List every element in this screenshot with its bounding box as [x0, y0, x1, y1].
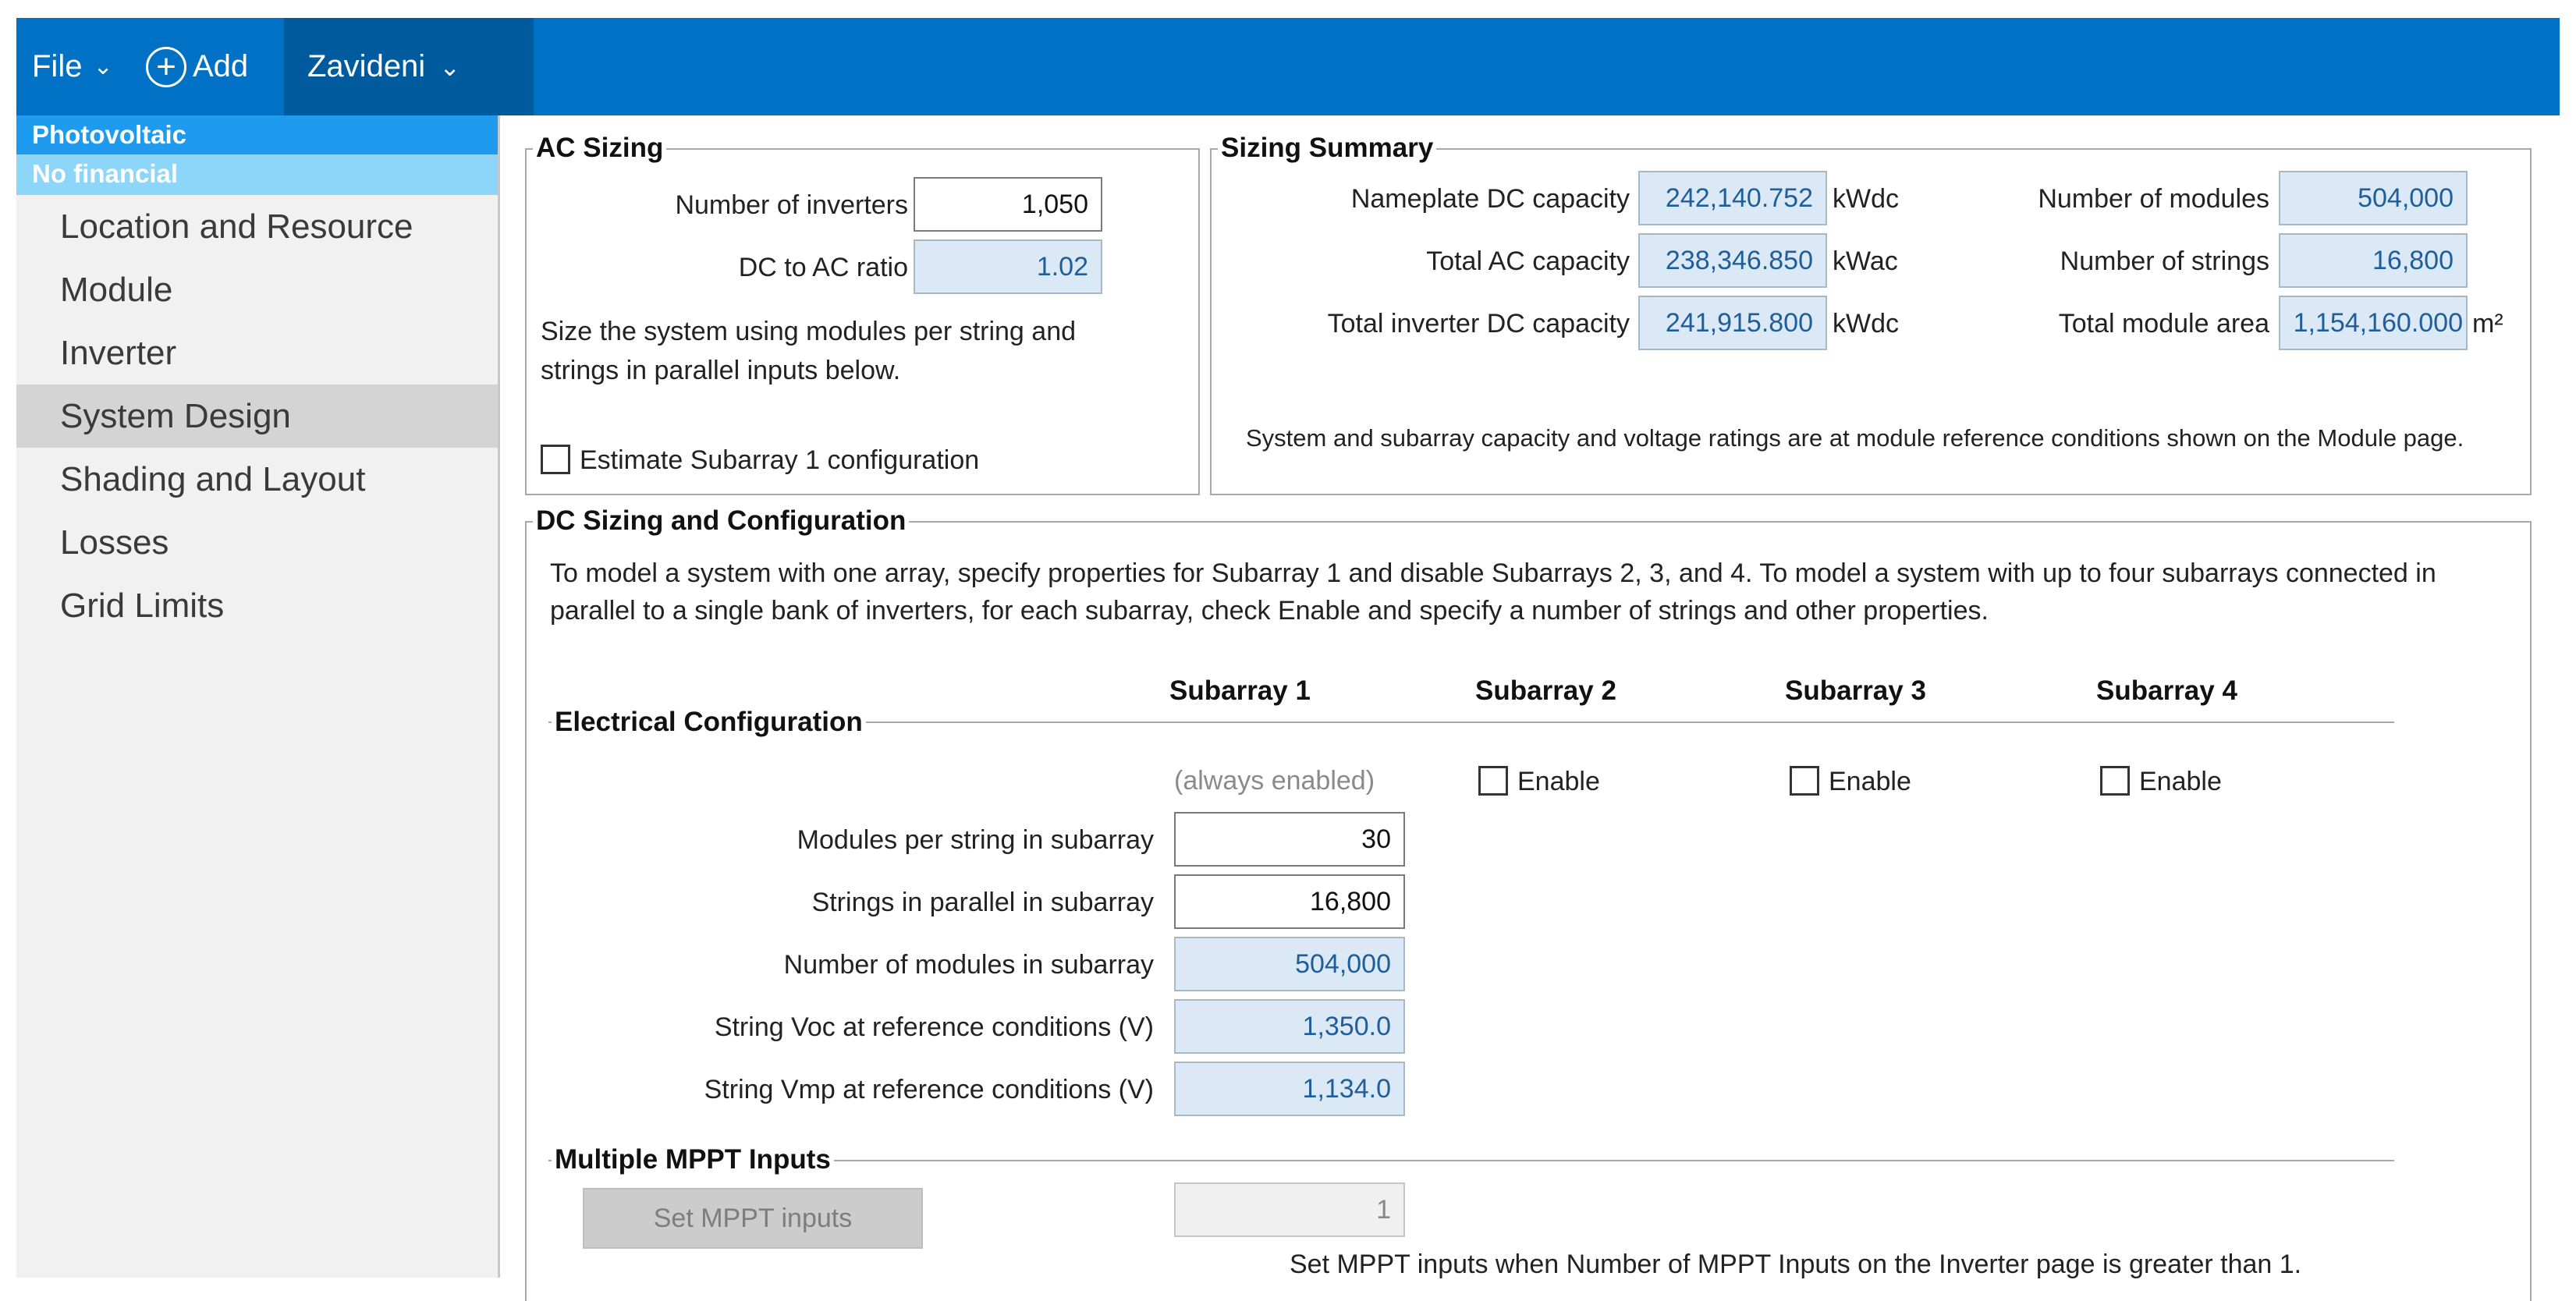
sidebar-item-system-design[interactable]: System Design — [16, 385, 498, 448]
num-modules-subarray-label: Number of modules in subarray — [783, 950, 1154, 980]
estimate-subarray-label: Estimate Subarray 1 configuration — [580, 445, 980, 475]
chevron-down-icon: ⌄ — [93, 54, 113, 80]
sizing-summary-note: System and subarray capacity and voltage… — [1246, 424, 2464, 452]
strings-in-parallel-input[interactable]: 16,800 — [1174, 874, 1405, 929]
file-menu[interactable]: File ⌄ — [32, 18, 113, 115]
mppt-section-title: Multiple MPPT Inputs — [552, 1144, 834, 1175]
total-inverter-dc-unit: kWdc — [1833, 309, 1899, 339]
nameplate-dc-value: 242,140.752 — [1638, 171, 1827, 225]
ac-sizing-note-line1: Size the system using modules per string… — [541, 317, 1077, 346]
modules-per-string-input[interactable]: 30 — [1174, 812, 1405, 867]
sidebar-item-location-and-resource[interactable]: Location and Resource — [60, 207, 413, 246]
string-voc-label: String Voc at reference conditions (V) — [714, 1012, 1154, 1042]
total-inverter-dc-value: 241,915.800 — [1638, 296, 1827, 350]
string-voc-value: 1,350.0 — [1174, 999, 1405, 1054]
dc-sizing-title: DC Sizing and Configuration — [533, 505, 910, 537]
financial-model-label[interactable]: No financial — [16, 154, 498, 195]
modules-per-string-label: Modules per string in subarray — [797, 825, 1154, 855]
ac-sizing-note-line2: strings in parallel inputs below. — [541, 356, 901, 385]
ac-sizing-title: AC Sizing — [533, 133, 667, 164]
sidebar-nav-list: Location and Resource Module Inverter Sy… — [16, 195, 498, 637]
string-vmp-value: 1,134.0 — [1174, 1062, 1405, 1116]
module-area-value: 1,154,160.000 — [2279, 296, 2468, 350]
num-modules-value: 504,000 — [2279, 171, 2468, 225]
project-case-tab[interactable]: Zavideni ⌄ — [284, 18, 534, 115]
sizing-summary-group: Sizing Summary Nameplate DC capacity 242… — [1210, 133, 2532, 495]
input-page-sidebar: Photovoltaic No financial Location and R… — [16, 115, 500, 1278]
dc-sizing-intro-line1: To model a system with one array, specif… — [550, 558, 2436, 588]
subarray-3-enable-checkbox[interactable] — [1790, 766, 1819, 796]
add-button-label: Add — [193, 49, 249, 83]
nameplate-dc-label: Nameplate DC capacity — [1350, 184, 1630, 214]
subarray-4-enable-checkbox[interactable] — [2100, 766, 2130, 796]
total-ac-unit: kWac — [1833, 246, 1898, 276]
sidebar-item-grid-limits[interactable]: Grid Limits — [60, 587, 225, 625]
total-inverter-dc-label: Total inverter DC capacity — [1327, 309, 1630, 339]
chevron-down-icon: ⌄ — [439, 52, 461, 81]
file-menu-label: File — [32, 49, 83, 83]
subarray-2-enable-checkbox[interactable] — [1478, 766, 1508, 796]
set-mppt-inputs-button[interactable]: Set MPPT inputs — [583, 1188, 923, 1249]
sizing-summary-title: Sizing Summary — [1218, 133, 1437, 164]
mppt-divider — [548, 1160, 2394, 1161]
total-ac-value: 238,346.850 — [1638, 233, 1827, 288]
electrical-config-title: Electrical Configuration — [552, 707, 866, 738]
sidebar-item-inverter[interactable]: Inverter — [60, 334, 177, 372]
num-inverters-label: Number of inverters — [675, 190, 908, 220]
module-area-label: Total module area — [2058, 309, 2269, 339]
num-strings-value: 16,800 — [2279, 233, 2468, 288]
electrical-config-divider — [548, 721, 2394, 723]
total-ac-label: Total AC capacity — [1426, 246, 1630, 276]
num-strings-label: Number of strings — [2060, 246, 2269, 276]
subarray-2-enable-label: Enable — [1517, 767, 1600, 796]
add-button[interactable]: + Add — [146, 18, 248, 115]
plus-circle-icon: + — [146, 46, 186, 87]
sidebar-item-losses[interactable]: Losses — [60, 523, 169, 562]
subarray-1-heading: Subarray 1 — [1169, 675, 1311, 706]
sidebar-item-shading-and-layout[interactable]: Shading and Layout — [60, 460, 366, 498]
sidebar-item-module[interactable]: Module — [60, 271, 173, 309]
num-modules-label: Number of modules — [2038, 184, 2269, 214]
subarray-4-enable-label: Enable — [2139, 767, 2222, 796]
dc-sizing-group: DC Sizing and Configuration To model a s… — [525, 505, 2532, 1301]
estimate-subarray-checkbox[interactable] — [541, 445, 570, 474]
subarray-3-enable-label: Enable — [1829, 767, 1911, 796]
string-vmp-label: String Vmp at reference conditions (V) — [704, 1075, 1154, 1104]
technology-model-label[interactable]: Photovoltaic — [16, 115, 498, 154]
num-inverters-input[interactable]: 1,050 — [914, 177, 1102, 232]
top-toolbar: File ⌄ + Add Zavideni ⌄ — [16, 18, 2560, 115]
subarray-3-heading: Subarray 3 — [1785, 675, 1926, 706]
project-name: Zavideni — [307, 49, 426, 83]
subarray-4-heading: Subarray 4 — [2096, 675, 2237, 706]
dc-sizing-intro-line2: parallel to a single bank of inverters, … — [550, 596, 1989, 626]
strings-in-parallel-label: Strings in parallel in subarray — [811, 888, 1154, 917]
module-area-unit: m² — [2472, 309, 2503, 339]
ac-sizing-group: AC Sizing Number of inverters 1,050 DC t… — [525, 133, 1200, 495]
subarray-1-always-enabled: (always enabled) — [1174, 766, 1375, 796]
subarray-2-heading: Subarray 2 — [1475, 675, 1616, 706]
dc-ac-ratio-value: 1.02 — [914, 239, 1102, 294]
num-modules-subarray-value: 504,000 — [1174, 937, 1405, 991]
nameplate-dc-unit: kWdc — [1833, 184, 1899, 214]
mppt-note: Set MPPT inputs when Number of MPPT Inpu… — [1290, 1250, 2302, 1279]
dc-ac-ratio-label: DC to AC ratio — [738, 253, 908, 282]
mppt-inputs-count-field[interactable]: 1 — [1174, 1182, 1405, 1237]
